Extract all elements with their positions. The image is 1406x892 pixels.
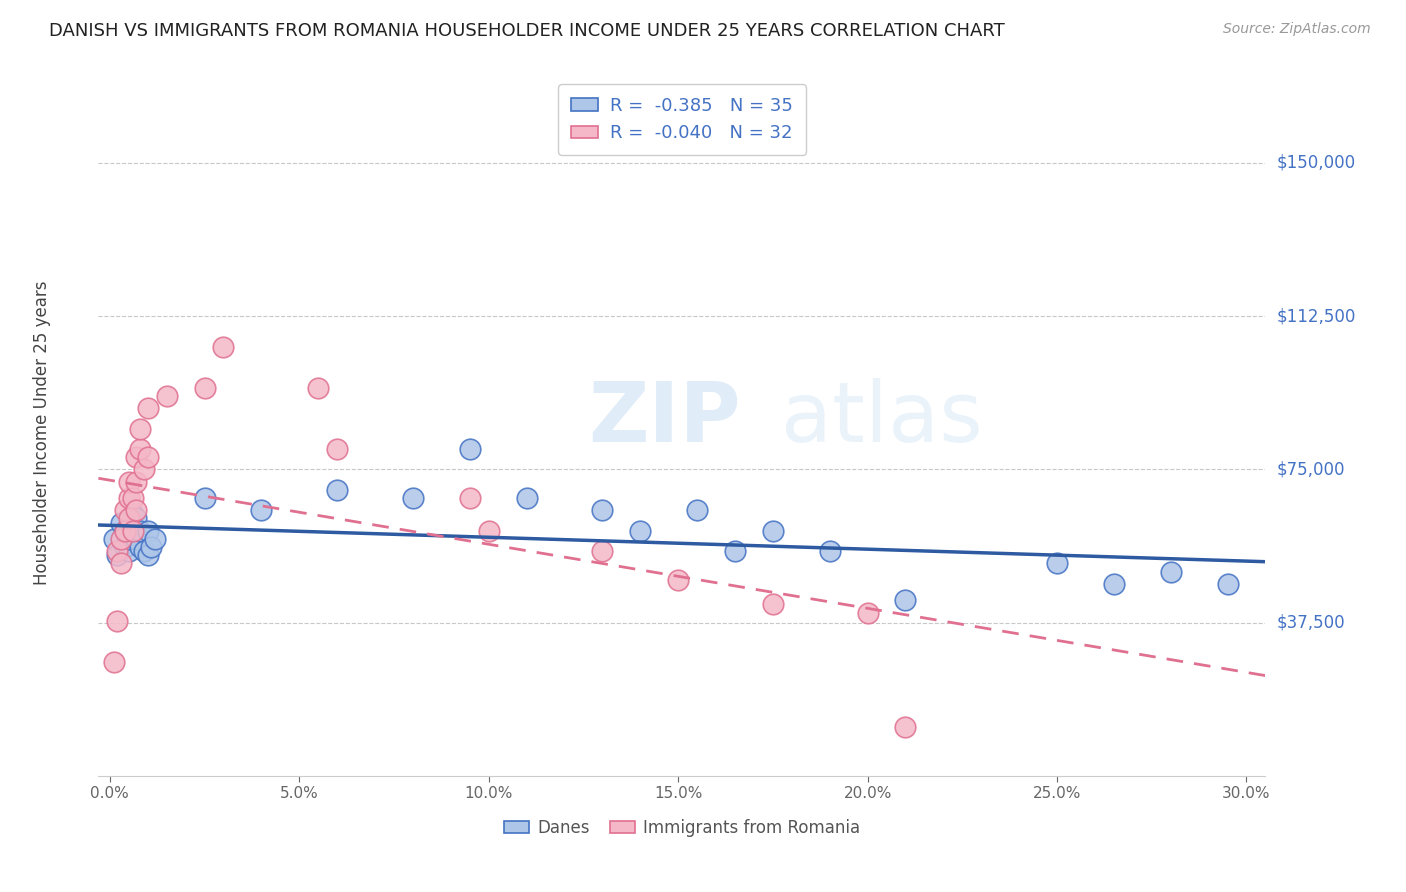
Text: Householder Income Under 25 years: Householder Income Under 25 years xyxy=(34,280,52,585)
Point xyxy=(125,475,148,489)
Text: $150,000: $150,000 xyxy=(1277,153,1355,172)
Point xyxy=(105,614,128,628)
Point xyxy=(326,442,349,456)
Point xyxy=(110,532,132,546)
Point xyxy=(156,389,179,403)
Legend: Danes, Immigrants from Romania: Danes, Immigrants from Romania xyxy=(498,812,866,843)
Point xyxy=(121,524,143,538)
Point xyxy=(1102,577,1125,591)
Point xyxy=(1216,577,1239,591)
Point xyxy=(103,655,125,669)
Point xyxy=(591,544,613,558)
Point xyxy=(762,524,785,538)
Point xyxy=(894,593,917,607)
Point xyxy=(591,503,613,517)
Point xyxy=(103,532,125,546)
Point xyxy=(125,532,148,546)
Text: $37,500: $37,500 xyxy=(1277,614,1346,632)
Point xyxy=(136,450,159,464)
Point xyxy=(118,532,141,546)
Point xyxy=(132,544,155,558)
Point xyxy=(129,524,152,538)
Point xyxy=(121,524,143,538)
Point xyxy=(110,516,132,530)
Text: DANISH VS IMMIGRANTS FROM ROMANIA HOUSEHOLDER INCOME UNDER 25 YEARS CORRELATION : DANISH VS IMMIGRANTS FROM ROMANIA HOUSEH… xyxy=(49,22,1005,40)
Point xyxy=(125,450,148,464)
Point xyxy=(118,475,141,489)
Point xyxy=(326,483,349,497)
Point xyxy=(724,544,747,558)
Point xyxy=(121,508,143,522)
Point xyxy=(1160,565,1182,579)
Text: Source: ZipAtlas.com: Source: ZipAtlas.com xyxy=(1223,22,1371,37)
Point xyxy=(114,524,136,538)
Point xyxy=(129,442,152,456)
Point xyxy=(894,720,917,734)
Point xyxy=(250,503,273,517)
Point xyxy=(686,503,709,517)
Point xyxy=(129,421,152,435)
Point xyxy=(458,491,481,505)
Point xyxy=(118,511,141,525)
Point xyxy=(212,340,235,354)
Point xyxy=(129,540,152,554)
Point xyxy=(1046,557,1069,571)
Point xyxy=(458,442,481,456)
Point xyxy=(114,503,136,517)
Point xyxy=(141,540,163,554)
Point xyxy=(114,524,136,538)
Point xyxy=(856,606,879,620)
Point xyxy=(818,544,841,558)
Point xyxy=(666,573,689,587)
Point xyxy=(136,401,159,415)
Point xyxy=(105,544,128,558)
Point xyxy=(143,532,166,546)
Point xyxy=(121,491,143,505)
Text: atlas: atlas xyxy=(782,378,983,459)
Point xyxy=(132,462,155,476)
Point xyxy=(118,491,141,505)
Point xyxy=(105,548,128,563)
Point xyxy=(193,491,215,505)
Point xyxy=(193,381,215,395)
Point xyxy=(307,381,329,395)
Point xyxy=(628,524,651,538)
Point xyxy=(125,511,148,525)
Point xyxy=(478,524,501,538)
Text: ZIP: ZIP xyxy=(589,378,741,459)
Point xyxy=(110,557,132,571)
Point xyxy=(114,540,136,554)
Point xyxy=(402,491,425,505)
Text: $112,500: $112,500 xyxy=(1277,307,1355,325)
Point xyxy=(136,524,159,538)
Point xyxy=(136,548,159,563)
Text: $75,000: $75,000 xyxy=(1277,460,1346,478)
Point xyxy=(516,491,538,505)
Point xyxy=(762,598,785,612)
Point xyxy=(125,503,148,517)
Point xyxy=(118,544,141,558)
